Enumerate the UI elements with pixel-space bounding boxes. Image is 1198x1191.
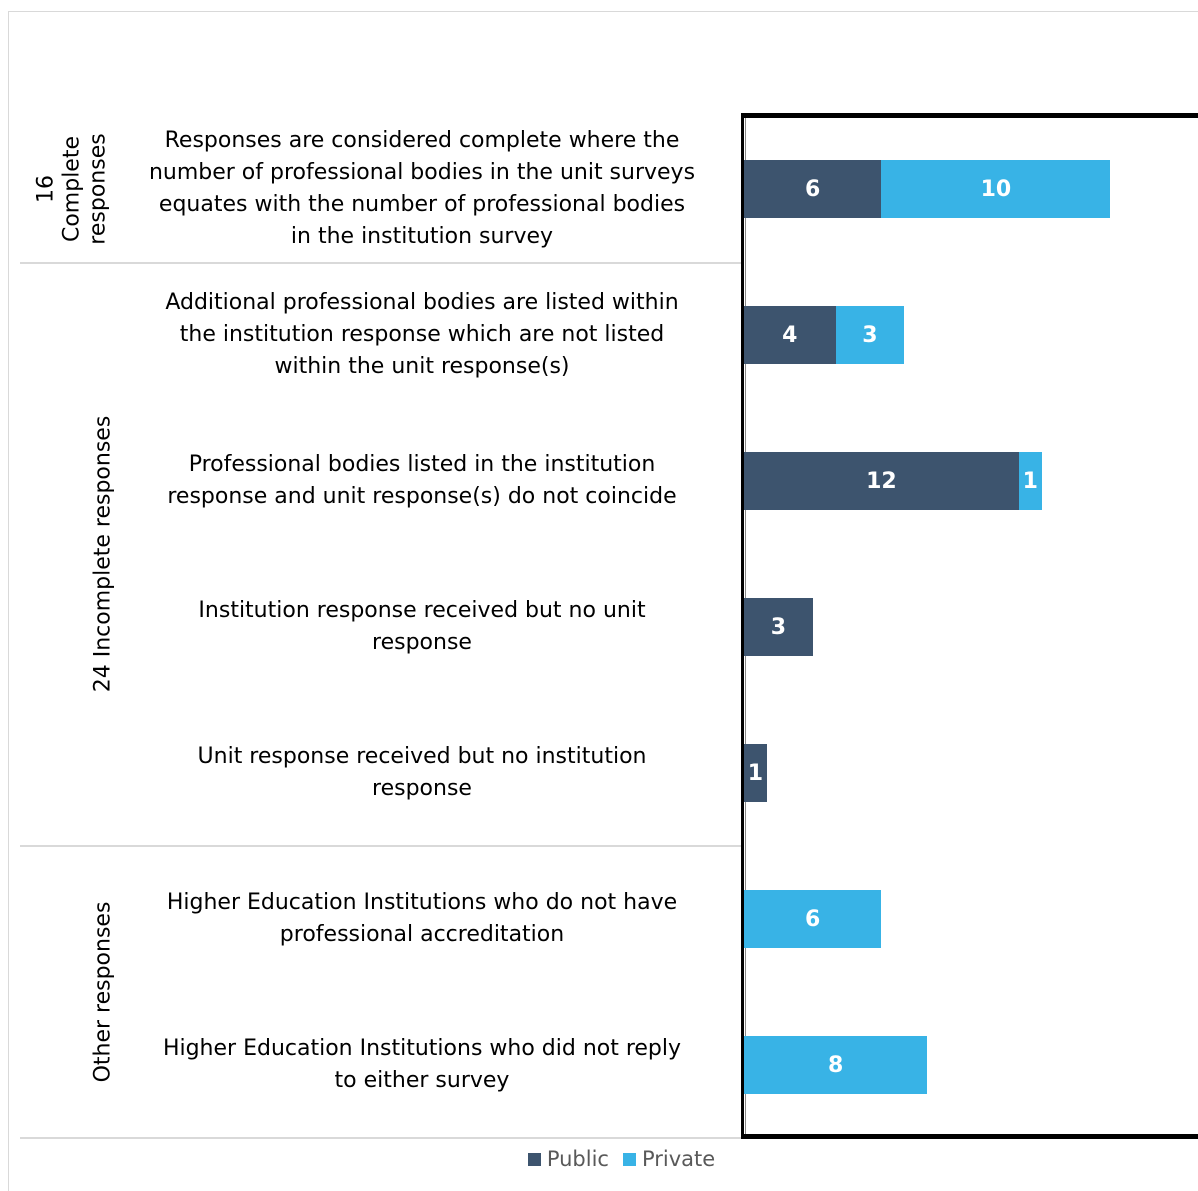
group-label: Other responses [90, 902, 116, 1083]
bar-value-label: 1 [747, 760, 764, 786]
bar-value-label: 3 [862, 322, 878, 348]
category-label-line: response and unit response(s) do not coi… [167, 484, 677, 509]
legend-item-private: Private [622, 1147, 716, 1171]
bar-value-label: 12 [866, 468, 897, 494]
category-label-line: equates with the number of professional … [158, 192, 686, 217]
bar-private: 8 [744, 1036, 928, 1094]
bar-value-label: 4 [782, 322, 798, 348]
group-label-line: 16 [33, 175, 59, 204]
legend: Public Private [0, 1147, 1198, 1171]
category-label-line: Unit response received but no institutio… [197, 744, 647, 769]
category-label-line: within the unit response(s) [274, 354, 570, 379]
legend-swatch [622, 1152, 636, 1166]
group-label-line: Complete [59, 135, 85, 243]
bar-value-label: 10 [980, 176, 1012, 202]
category-label-line: response [372, 776, 472, 801]
legend-swatch [527, 1152, 541, 1166]
bar-value-label: 8 [827, 1052, 844, 1078]
group-divider [20, 845, 742, 847]
bar-value-label: 6 [805, 176, 821, 202]
category-label-line: Higher Education Institutions who do not… [166, 890, 678, 915]
category-label: Unit response received but no institutio… [132, 741, 712, 805]
group-label-line: Other responses [89, 901, 115, 1083]
legend-label: Public [546, 1147, 609, 1171]
bar-public: 1 [744, 744, 767, 802]
category-label-line: Additional professional bodies are liste… [165, 290, 679, 315]
category-label: Higher Education Institutions who do not… [132, 887, 712, 951]
group-divider [20, 262, 742, 264]
group-label-line: 24 Incomplete responses [89, 415, 115, 693]
category-label-line: to either survey [334, 1068, 510, 1093]
category-label: Responses are considered complete where … [132, 125, 712, 253]
category-label: Higher Education Institutions who did no… [132, 1033, 712, 1097]
bar-private: 1 [1018, 452, 1042, 510]
category-label-line: professional accreditation [279, 922, 565, 947]
group-label: 24 Incomplete responses [90, 416, 116, 693]
category-label: Additional professional bodies are liste… [132, 287, 712, 383]
category-label-line: in the institution survey [290, 224, 554, 249]
legend-label: Private [641, 1147, 716, 1171]
bar-value-label: 1 [1022, 468, 1038, 494]
category-label-line: Responses are considered complete where … [164, 128, 680, 153]
category-label-line: Institution response received but no uni… [198, 598, 646, 623]
bar-private: 3 [835, 306, 905, 364]
legend-item-public: Public [527, 1147, 609, 1171]
bar-value-label: 6 [805, 906, 821, 932]
bar-public: 4 [744, 306, 836, 364]
group-label-line: responses [85, 133, 111, 245]
bar-value-label: 3 [770, 614, 786, 640]
bar-public: 6 [744, 160, 882, 218]
category-label-line: response [372, 630, 472, 655]
group-label: 16 Complete responses [33, 133, 111, 244]
bar-private: 6 [744, 890, 882, 948]
category-label: Professional bodies listed in the instit… [132, 449, 712, 513]
group-divider [20, 1137, 742, 1139]
bar-public: 12 [744, 452, 1019, 510]
chart-frame [8, 11, 1198, 1191]
bar-private: 10 [881, 160, 1111, 218]
category-label: Institution response received but no uni… [132, 595, 712, 659]
category-label-line: number of professional bodies in the uni… [148, 160, 696, 185]
bar-public: 3 [744, 598, 813, 656]
category-label-line: the institution response which are not l… [179, 322, 665, 347]
category-label-line: Professional bodies listed in the instit… [188, 452, 656, 477]
category-label-line: Higher Education Institutions who did no… [162, 1036, 682, 1061]
